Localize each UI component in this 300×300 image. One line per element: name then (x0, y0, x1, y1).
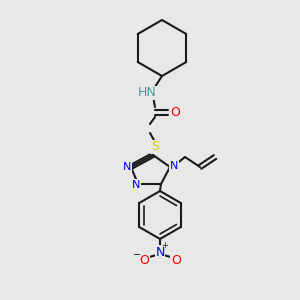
Text: O: O (170, 106, 180, 118)
Text: N: N (170, 161, 178, 171)
Text: N: N (132, 180, 140, 190)
Text: N: N (155, 245, 165, 259)
Text: N: N (123, 162, 131, 172)
Text: HN: HN (138, 86, 156, 100)
Text: +: + (162, 241, 168, 250)
Text: O: O (139, 254, 149, 266)
Text: −: − (133, 250, 141, 260)
Text: O: O (171, 254, 181, 266)
Text: S: S (151, 140, 159, 154)
